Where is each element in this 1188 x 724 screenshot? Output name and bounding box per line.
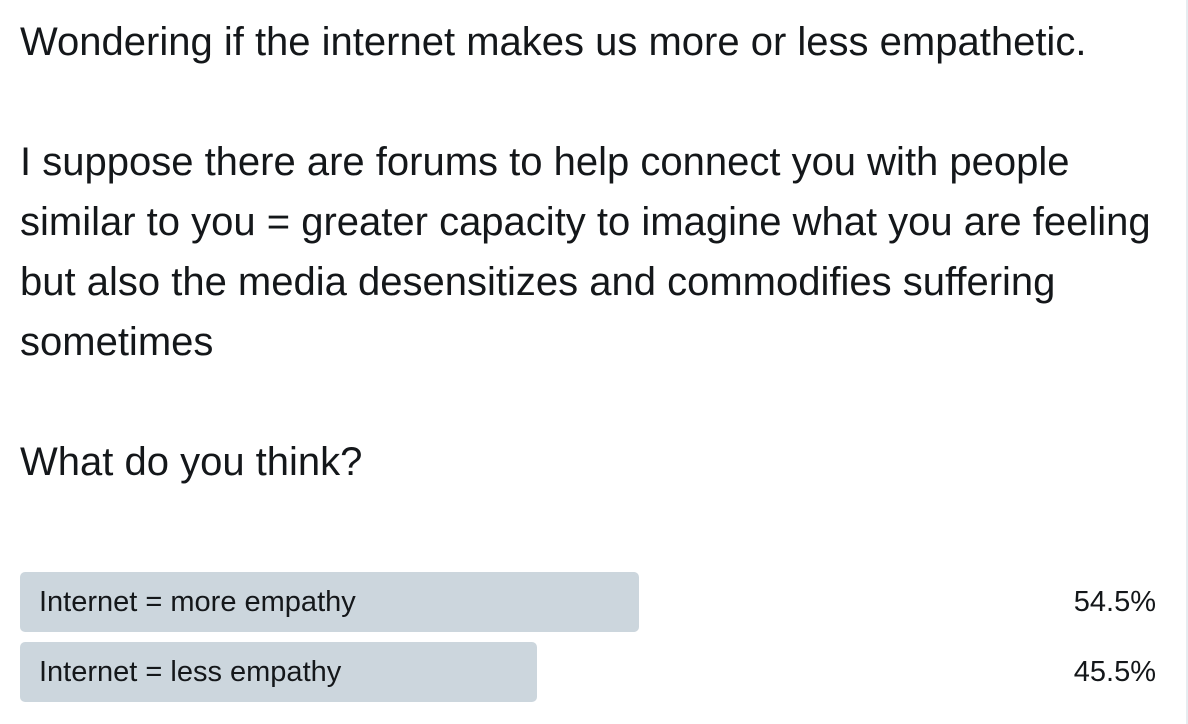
panel-divider [1186, 0, 1188, 724]
tweet-paragraph-question: What do you think? [20, 440, 363, 484]
poll-option-less-empathy: Internet = less empathy 45.5% [20, 642, 1156, 702]
poll-result-bar [20, 642, 537, 702]
tweet-paragraph-reasoning: I suppose there are forums to help conne… [20, 140, 1162, 364]
poll-result-bar [20, 572, 639, 632]
poll-option-percent: 54.5% [1073, 586, 1156, 618]
poll-option-more-empathy: Internet = more empathy 54.5% [20, 572, 1156, 632]
poll-option-label: Internet = less empathy [39, 656, 342, 688]
tweet-body: Wondering if the internet makes us more … [20, 12, 1156, 492]
poll-option-label: Internet = more empathy [39, 586, 356, 618]
tweet-paragraph-intro: Wondering if the internet makes us more … [20, 20, 1087, 64]
poll-option-percent: 45.5% [1073, 656, 1156, 688]
tweet-text: Wondering if the internet makes us more … [20, 12, 1156, 492]
poll: Internet = more empathy 54.5% Internet =… [20, 572, 1156, 712]
